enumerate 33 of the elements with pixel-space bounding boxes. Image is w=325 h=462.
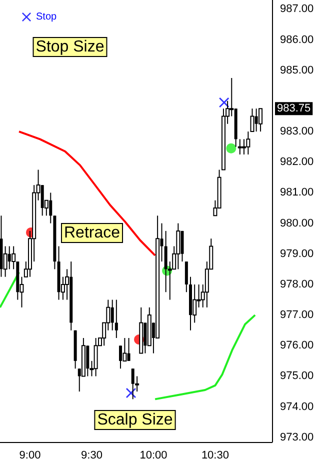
y-tick-label: 987.00 xyxy=(280,3,314,16)
y-tick-label: 986.00 xyxy=(280,34,314,46)
y-tick-label: 977.00 xyxy=(280,309,314,322)
y-tick-label: 978.00 xyxy=(280,278,314,290)
point xyxy=(219,97,230,108)
annotation: Retrace xyxy=(64,224,120,242)
y-tick-label: 979.00 xyxy=(280,248,314,260)
y-tick-label: 982.00 xyxy=(280,156,314,168)
y-tick-label: 974.00 xyxy=(280,400,314,413)
candlestick xyxy=(114,299,118,338)
x-tick-label: 10:00 xyxy=(140,450,168,462)
x-tick-label: 9:30 xyxy=(81,450,102,462)
candlestick xyxy=(258,108,263,132)
point xyxy=(226,143,236,154)
y-tick-label: 980.00 xyxy=(280,217,314,230)
x-tick-label: 9:00 xyxy=(19,450,41,462)
y-tick-label: 981.00 xyxy=(280,186,314,199)
legend-label: Stop xyxy=(36,12,58,22)
annotation: 983.75 xyxy=(277,102,311,115)
candlestick xyxy=(119,345,122,370)
candlestick xyxy=(184,261,188,293)
annotation: Scalp Size xyxy=(97,412,173,428)
y-tick-label: 973.00 xyxy=(280,431,314,444)
y-tick-label: 983.00 xyxy=(280,126,314,138)
y-tick-label: 985.00 xyxy=(280,64,314,76)
annotation: Stop Size xyxy=(36,38,104,56)
candlestick xyxy=(238,138,242,155)
candlestick xyxy=(176,222,180,270)
y-tick-label: 975.00 xyxy=(280,370,314,382)
candlestick xyxy=(94,338,98,377)
line-series xyxy=(18,130,156,256)
x-tick-label: 10:30 xyxy=(201,450,229,462)
y-tick-label: 976.00 xyxy=(280,340,314,352)
